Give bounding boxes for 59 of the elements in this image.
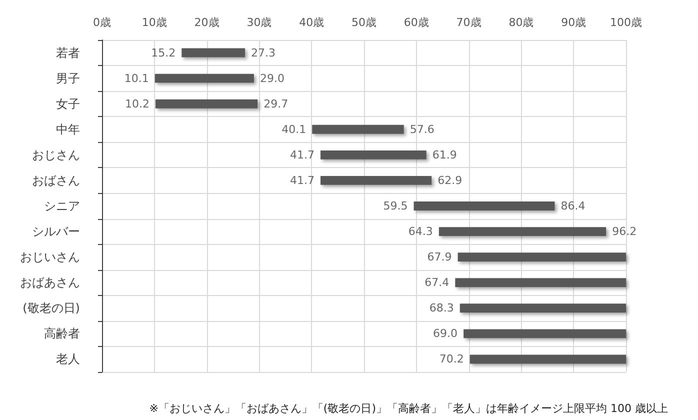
bar bbox=[182, 48, 246, 58]
bar bbox=[458, 252, 626, 262]
annotation: 96.2 bbox=[612, 225, 637, 238]
x-tick-label: 40歳 bbox=[299, 16, 324, 29]
annotation: 69.0 bbox=[433, 327, 458, 340]
x-tick-label: 80歳 bbox=[508, 16, 534, 29]
annotation: 67.4 bbox=[424, 276, 450, 290]
y-tick-label: おばさん bbox=[32, 173, 80, 188]
y-tick-label: おばあさん bbox=[20, 276, 80, 290]
annotation: 59.5 bbox=[383, 200, 408, 212]
annotation: 64.3 bbox=[408, 225, 433, 238]
annotation: 27.3 bbox=[251, 46, 276, 60]
annotation: 29.0 bbox=[260, 72, 284, 85]
text: ※「おじいさん」「おばあさん」「(敬老の日)」「高齢者」「老人」は年齢イメージ上限平均 100 歳以上 bbox=[149, 402, 668, 415]
annotation: 70.2 bbox=[439, 352, 464, 366]
x-tick-label: 60歳 bbox=[404, 16, 429, 29]
annotation: 10.2 bbox=[124, 97, 150, 110]
x-tick-label: 70歳 bbox=[456, 16, 482, 29]
x-tick-label: 50歳 bbox=[352, 16, 376, 29]
y-tick-label: (敬老の日) bbox=[22, 301, 80, 316]
y-tick-label: シニア bbox=[44, 199, 80, 213]
x-tick-label: 0歳 bbox=[93, 16, 111, 29]
annotation: 15.2 bbox=[151, 46, 176, 60]
bar bbox=[460, 304, 626, 313]
y-tick-label: おじいさん bbox=[20, 250, 80, 264]
y-tick-label: 老人 bbox=[56, 352, 80, 366]
y-tick-label: 高齢者 bbox=[44, 326, 80, 341]
y-tick-label: 男子 bbox=[56, 71, 80, 86]
y-tick-label: 女子 bbox=[56, 96, 80, 111]
annotation: 40.1 bbox=[282, 122, 306, 136]
annotation: 67.9 bbox=[427, 250, 452, 264]
x-tick-label: 10歳 bbox=[142, 16, 167, 29]
annotation: 68.3 bbox=[429, 302, 454, 315]
bar bbox=[414, 202, 555, 210]
x-tick-label: 100歳 bbox=[610, 16, 642, 29]
annotation: 41.7 bbox=[290, 174, 315, 187]
annotation: 62.9 bbox=[438, 174, 462, 187]
y-tick-label: 中年 bbox=[56, 122, 80, 136]
bar bbox=[320, 176, 432, 185]
x-tick-label: 90歳 bbox=[561, 16, 586, 29]
y-tick-label: おじさん bbox=[32, 148, 80, 162]
bar bbox=[470, 354, 626, 364]
x-tick-label: 20歳 bbox=[194, 16, 220, 29]
annotation: 10.1 bbox=[124, 72, 149, 85]
bar bbox=[312, 124, 404, 134]
bar bbox=[155, 99, 258, 108]
x-tick-label: 30歳 bbox=[246, 16, 272, 29]
annotation: 57.6 bbox=[410, 122, 434, 136]
bar bbox=[320, 150, 426, 160]
bar bbox=[464, 329, 626, 338]
bar bbox=[154, 74, 254, 83]
annotation: 86.4 bbox=[560, 200, 586, 212]
annotation: 61.9 bbox=[432, 148, 457, 162]
annotation: 41.7 bbox=[290, 148, 315, 162]
bar bbox=[438, 227, 606, 236]
y-tick-label: シルバー bbox=[32, 224, 80, 239]
y-tick-label: 若者 bbox=[56, 46, 80, 60]
bar bbox=[455, 278, 626, 288]
annotation: 29.7 bbox=[264, 97, 288, 110]
